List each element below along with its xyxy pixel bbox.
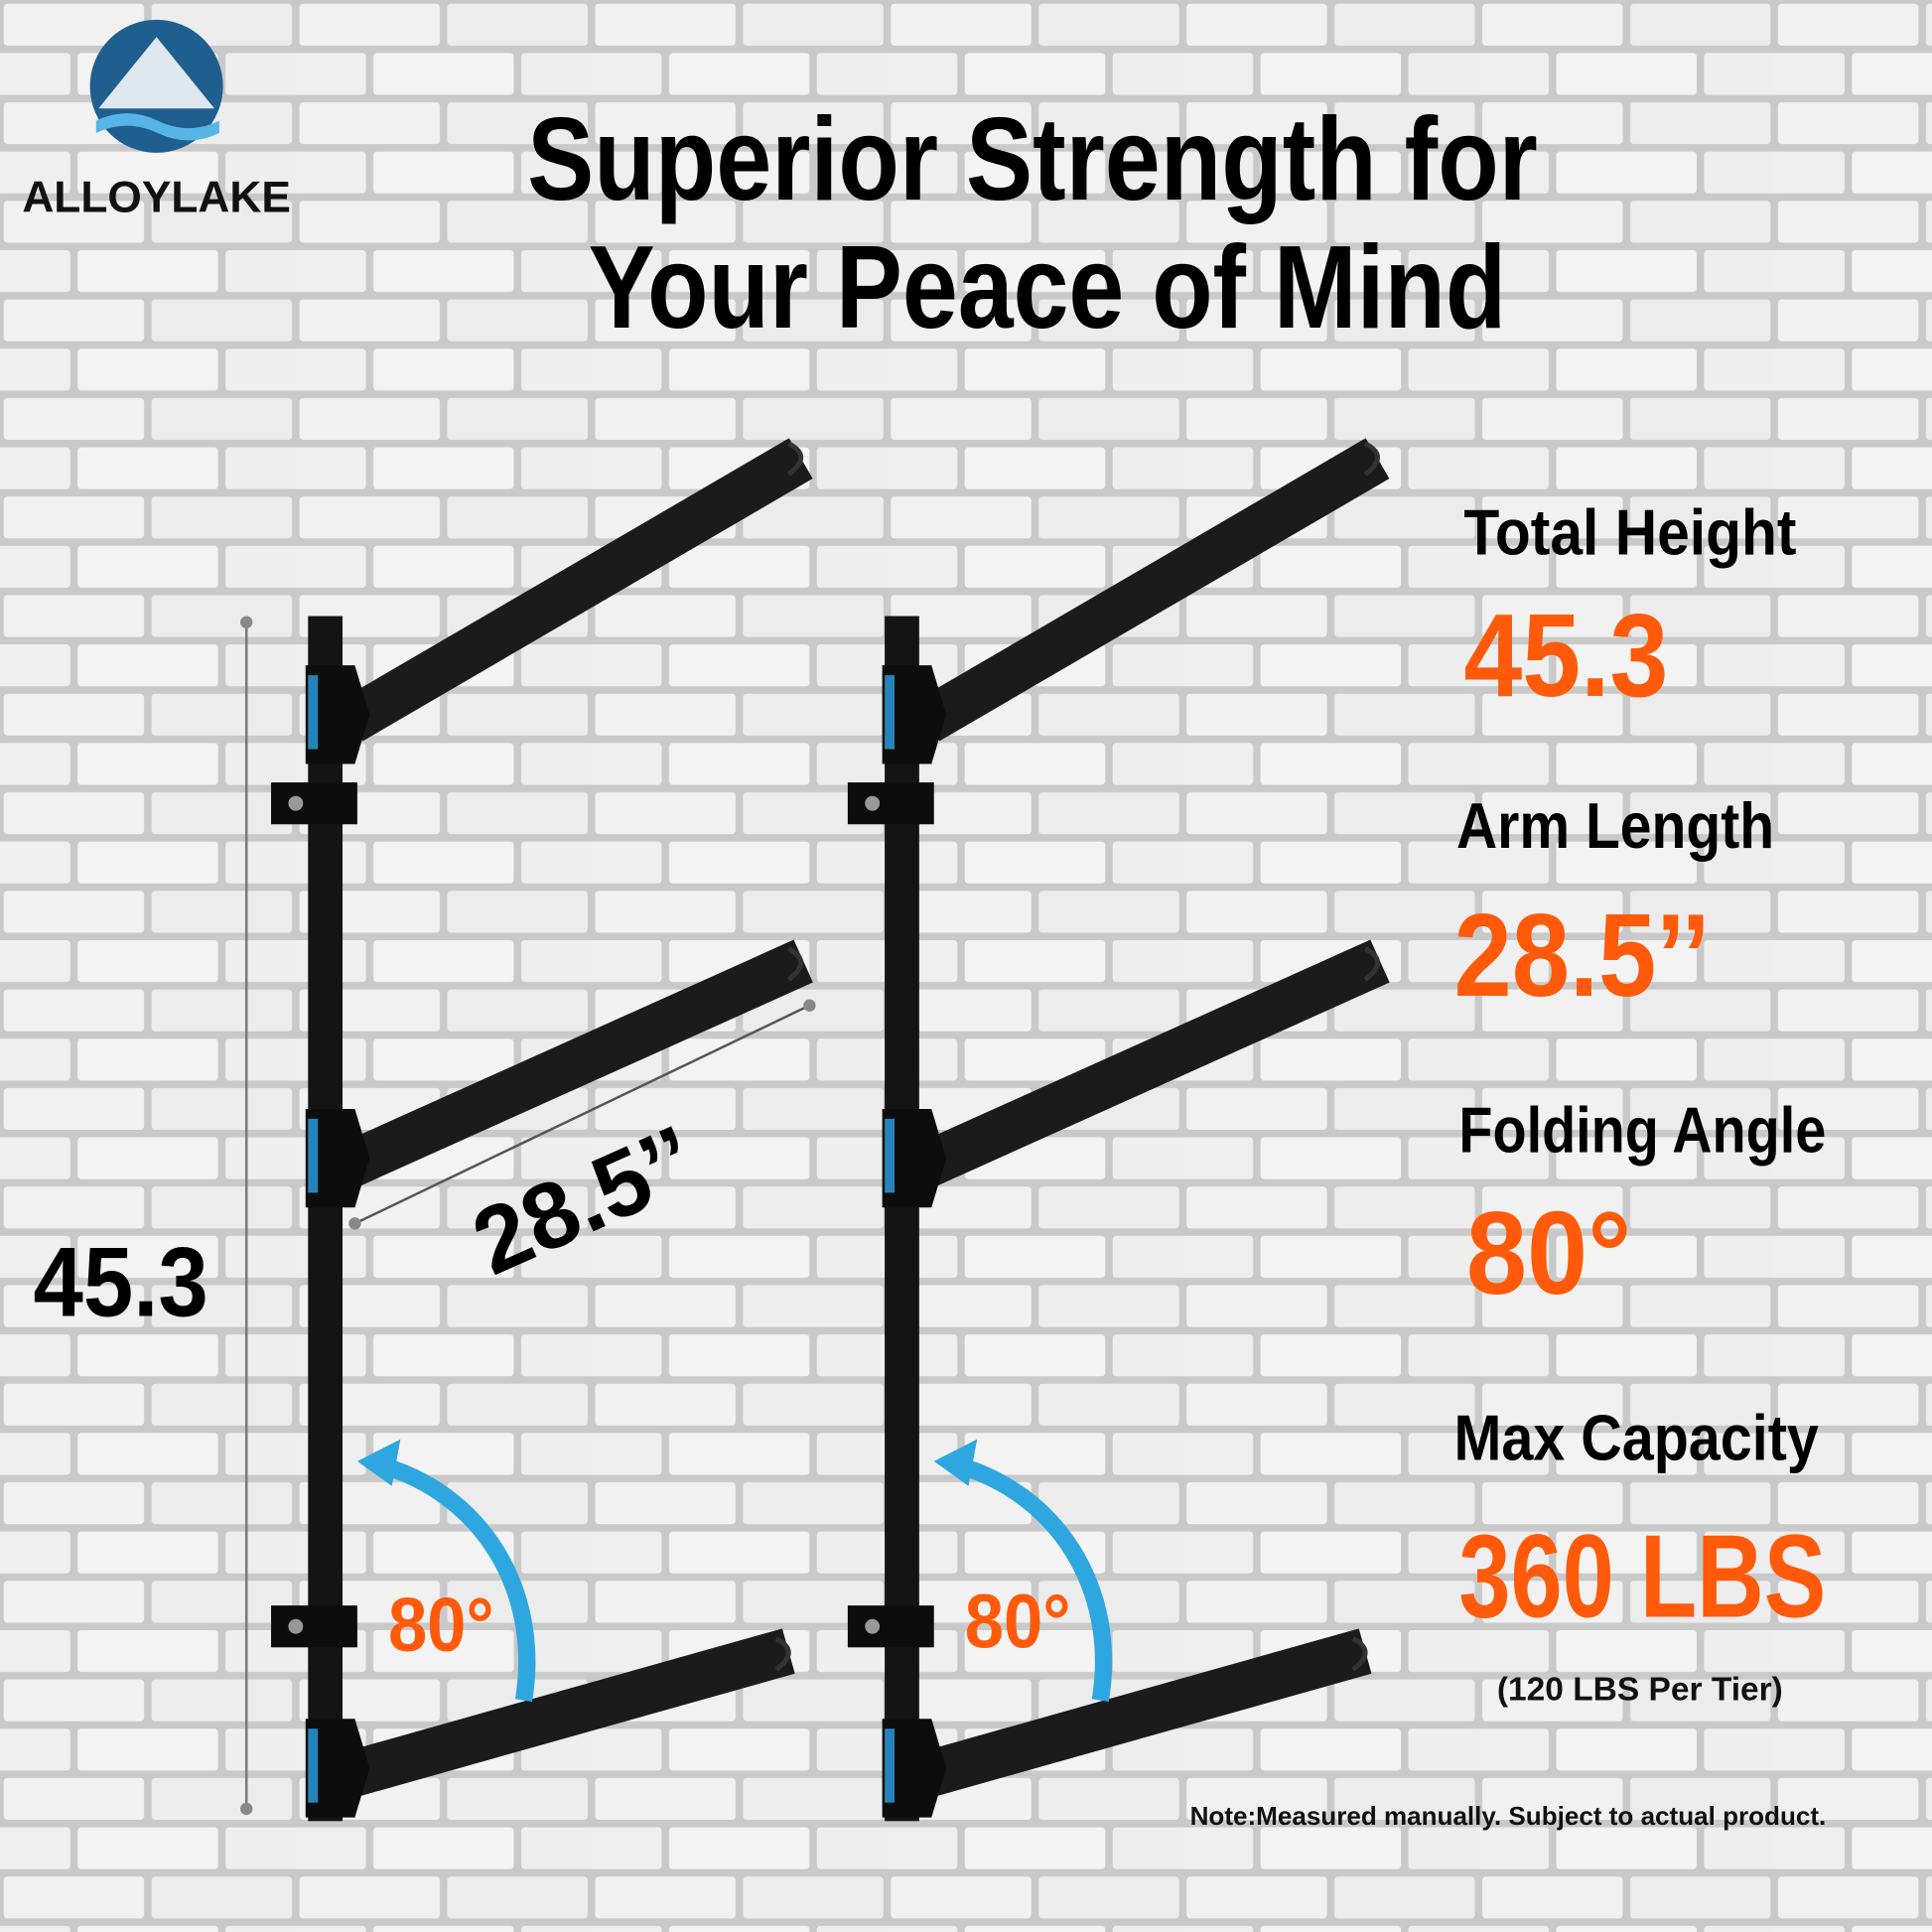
title-line: Superior Strength for bbox=[527, 93, 1538, 225]
spec-label: Folding Angle bbox=[1458, 1094, 1826, 1166]
dimension-lines bbox=[240, 616, 816, 1816]
angle-label: 80° bbox=[388, 1583, 494, 1668]
spec-label: Total Height bbox=[1463, 496, 1796, 568]
title-line: Your Peace of Mind bbox=[589, 221, 1507, 353]
height-label: 45.3 bbox=[34, 1227, 208, 1337]
spec-value: 80° bbox=[1466, 1187, 1631, 1319]
footer-note: Note:Measured manually. Subject to actua… bbox=[1190, 1801, 1827, 1831]
spec-value: 45.3 bbox=[1463, 590, 1668, 722]
spec-label: Max Capacity bbox=[1453, 1403, 1818, 1474]
spec-label: Arm Length bbox=[1456, 790, 1774, 862]
brand-name: ALLOYLAKE bbox=[22, 173, 291, 221]
specs: Total Height 45.3 Arm Length 28.5’’ Fold… bbox=[1453, 496, 1826, 1708]
logo: ALLOYLAKE bbox=[22, 19, 291, 221]
angle-label: 80° bbox=[965, 1579, 1071, 1664]
spec-note: (120 LBS Per Tier) bbox=[1497, 1672, 1783, 1709]
spec-value: 360 LBS bbox=[1458, 1510, 1826, 1642]
spec-value: 28.5’’ bbox=[1453, 890, 1710, 1022]
